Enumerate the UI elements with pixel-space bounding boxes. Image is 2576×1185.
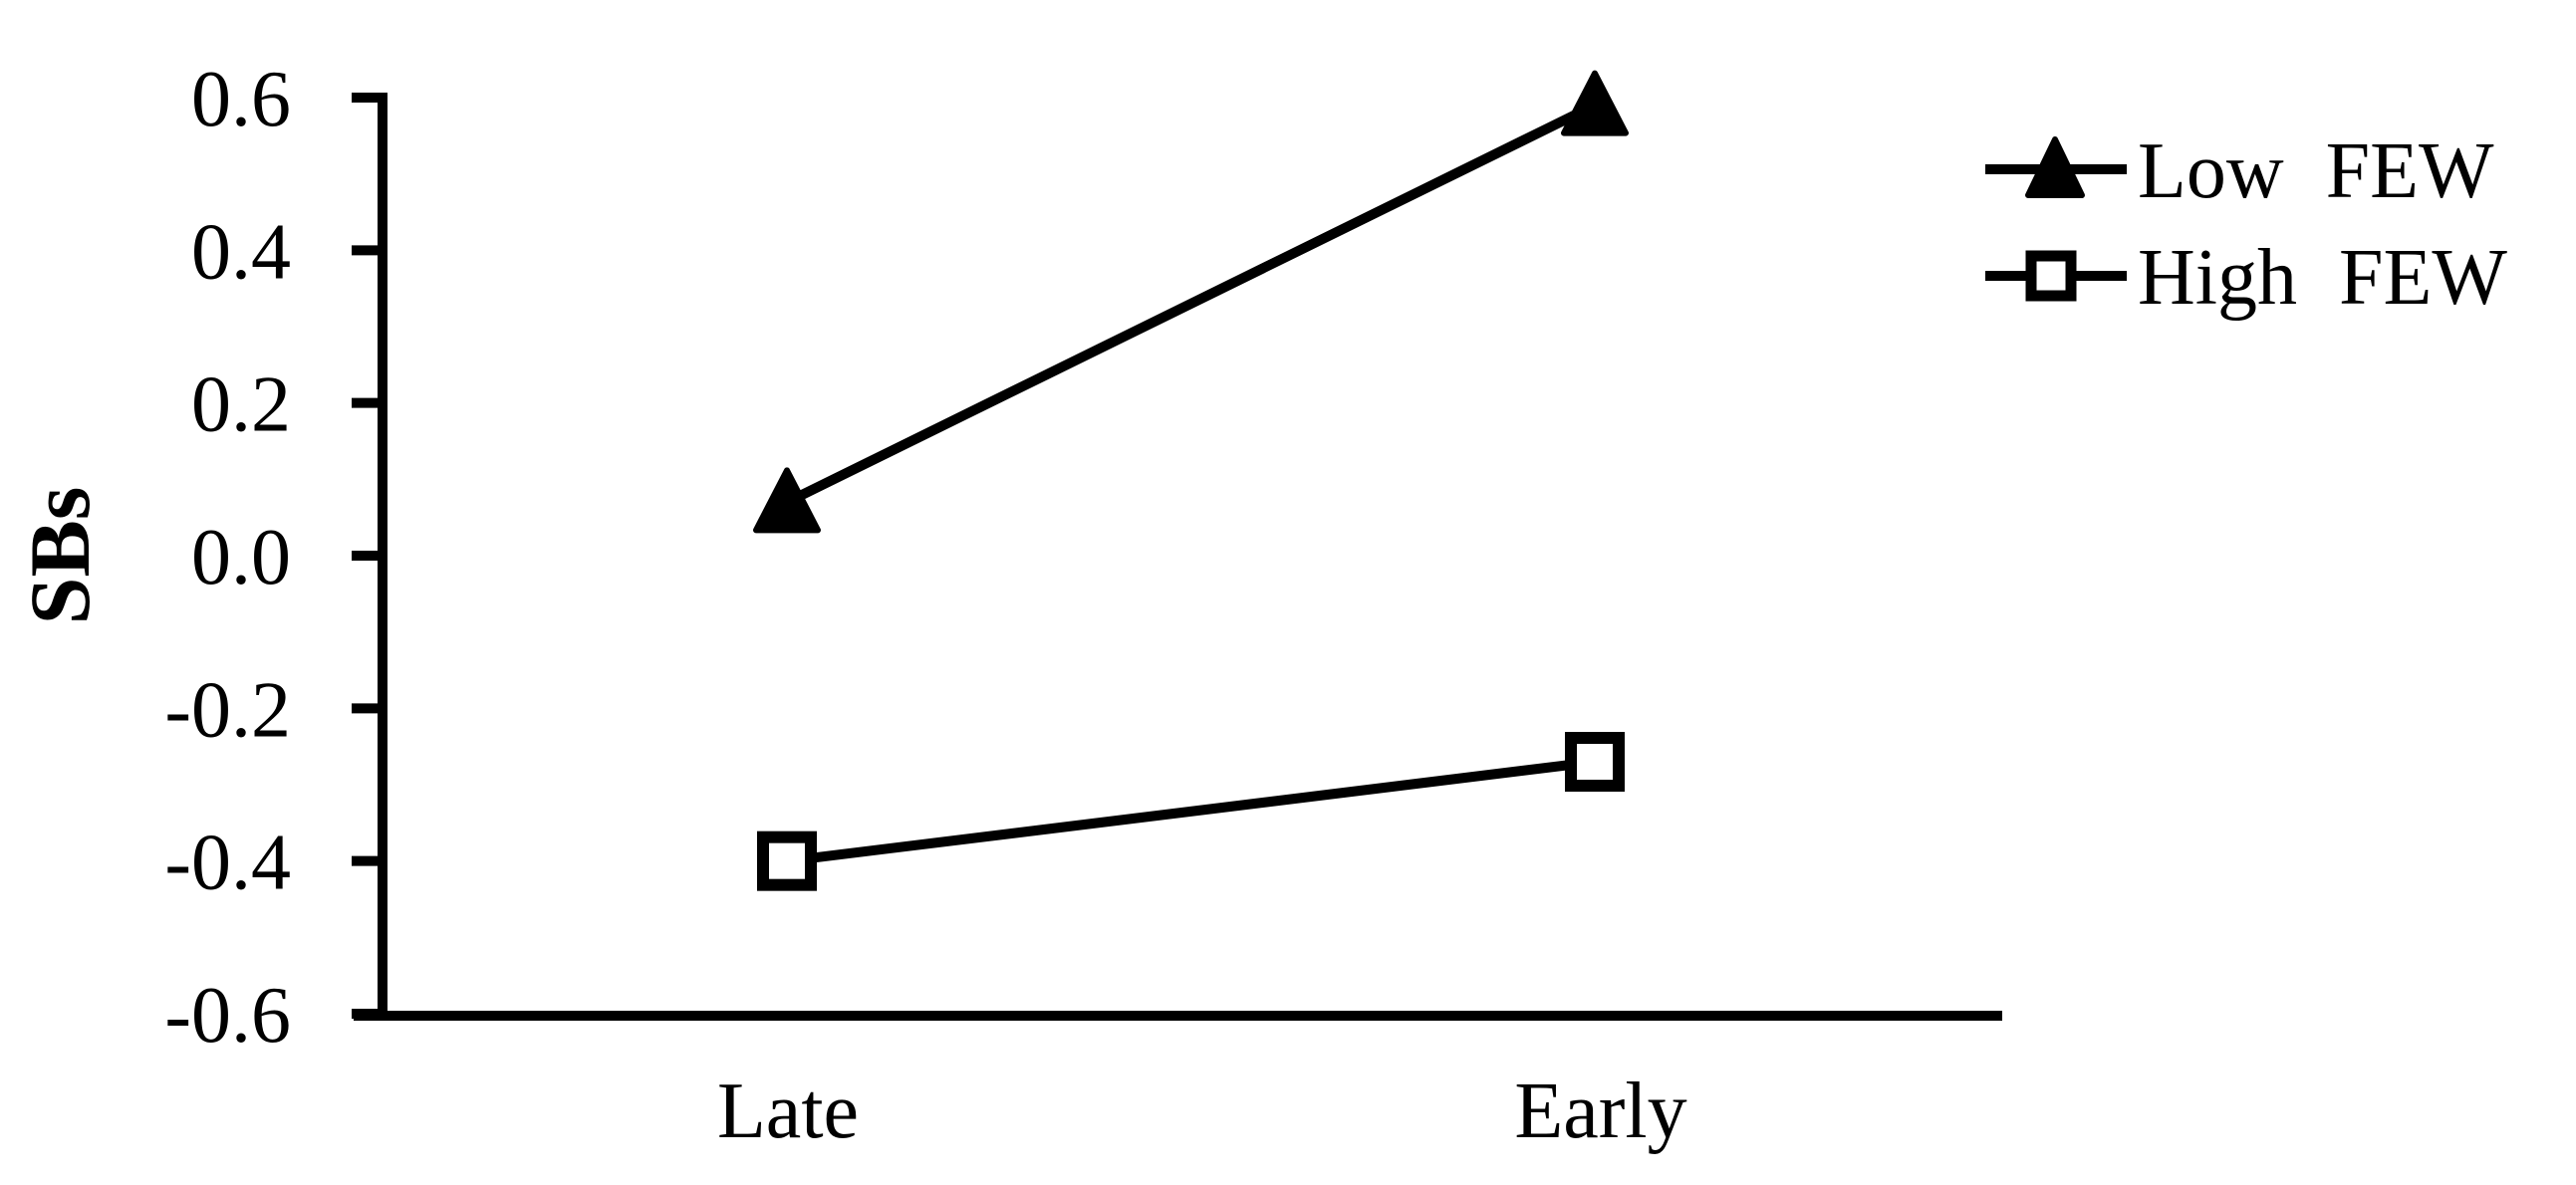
legend-marker-0 — [2025, 136, 2085, 198]
y-tick-label-1: 0.4 — [191, 208, 291, 296]
marker-s1-p1 — [1565, 732, 1625, 793]
y-tick-label-0: 0.6 — [191, 56, 291, 143]
marker-s0-p0 — [753, 467, 821, 534]
y-tick-labels: 0.6 0.4 0.2 0.0 -0.2 -0.4 -0.6 — [164, 56, 291, 1060]
axes — [352, 92, 2002, 1021]
y-tick-label-6: -0.6 — [164, 972, 291, 1060]
y-tick-label-2: 0.2 — [191, 361, 291, 449]
y-axis-label: SBs — [12, 487, 108, 625]
legend-marker-1 — [2025, 250, 2077, 302]
legend-label-high-few: High FEW — [2138, 234, 2507, 322]
legend: Low FEW High FEW — [1985, 127, 2507, 322]
y-tick-label-4: -0.2 — [164, 666, 291, 754]
y-tick-label-3: 0.0 — [191, 514, 291, 601]
series-line-0 — [784, 101, 1598, 507]
x-category-label-late: Late — [717, 1067, 859, 1155]
x-category-label-early: Early — [1514, 1067, 1686, 1155]
legend-marks — [1985, 136, 2127, 302]
legend-label-low-few: Low FEW — [2138, 127, 2494, 215]
marker-s1-p0 — [757, 830, 817, 891]
x-tick-labels: Late Early — [717, 1067, 1687, 1155]
marker-s0-p1 — [1561, 70, 1629, 136]
series-line-1 — [786, 757, 1596, 866]
plot-area — [753, 70, 1629, 891]
y-tick-label-5: -0.4 — [164, 820, 291, 907]
